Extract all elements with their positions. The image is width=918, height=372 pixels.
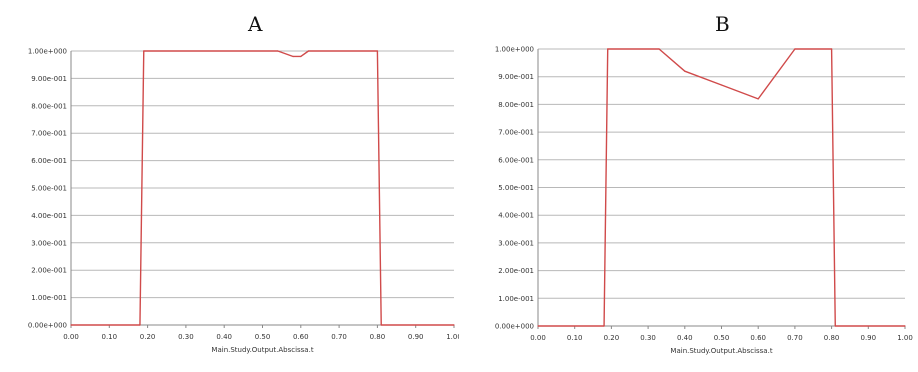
y-tick-label: 5.00e-001 bbox=[31, 185, 67, 193]
data-point bbox=[684, 70, 686, 72]
x-tick-label: 0.80 bbox=[370, 333, 386, 341]
x-tick-label: 0.90 bbox=[861, 334, 877, 342]
data-point bbox=[380, 324, 382, 326]
chart-panel-b: B 0.00e+000 1.00e-001 2.00e-001 3.00e-001 4.… bbox=[459, 0, 918, 372]
data-point bbox=[376, 50, 378, 52]
y-tick-label: 7.00e-001 bbox=[31, 130, 67, 138]
data-point bbox=[307, 50, 310, 52]
y-tick-label: 2.00e-001 bbox=[31, 267, 67, 275]
y-tick-label: 9.00e-001 bbox=[31, 75, 67, 83]
data-point bbox=[658, 48, 660, 50]
x-tick-label: 1.00 bbox=[897, 334, 913, 342]
series-line bbox=[71, 50, 454, 326]
data-point bbox=[292, 55, 294, 58]
x-tick-label: 0.00 bbox=[530, 334, 546, 342]
data-point bbox=[537, 325, 539, 327]
y-tick-label: 6.00e-001 bbox=[31, 157, 67, 165]
y-tick-label: 3.00e-001 bbox=[498, 239, 534, 247]
data-point bbox=[831, 48, 833, 50]
panel-label: A bbox=[248, 12, 263, 36]
chart-a-svg: 0.00e+000 1.00e-001 2.00e-001 3.00e-001 4.00… bbox=[28, 48, 459, 355]
x-tick-label: 0.60 bbox=[750, 334, 766, 342]
x-tick-label: 0.20 bbox=[140, 333, 156, 341]
y-tick-label: 8.00e-001 bbox=[31, 102, 67, 110]
x-tick-label: 0.20 bbox=[604, 334, 620, 342]
x-tick-label: 1.00 bbox=[446, 333, 459, 341]
y-tick-label: 2.00e-001 bbox=[498, 267, 534, 275]
data-point bbox=[453, 324, 455, 326]
data-point bbox=[603, 325, 605, 327]
x-tick-label: 0.70 bbox=[331, 333, 347, 341]
y-tick-label: 7.00e-001 bbox=[498, 129, 534, 137]
x-tick-label: 0.80 bbox=[824, 334, 840, 342]
x-tick-label: 0.40 bbox=[677, 334, 693, 342]
data-point bbox=[757, 98, 759, 100]
y-tick-label: 5.00e-001 bbox=[498, 184, 534, 192]
data-point bbox=[720, 84, 723, 86]
x-tick-label: 0.10 bbox=[102, 333, 118, 341]
data-point bbox=[277, 50, 279, 52]
x-tick-label: 0.70 bbox=[787, 334, 803, 342]
chart-b-svg: 0.00e+000 1.00e-001 2.00e-001 3.00e-001 4.00… bbox=[495, 46, 913, 356]
x-tick-label: 0.50 bbox=[255, 333, 271, 341]
y-tick-label: 1.00e+000 bbox=[495, 46, 534, 54]
x-tick-label: 0.00 bbox=[63, 333, 79, 341]
data-point bbox=[70, 324, 72, 326]
y-tick-label: 9.00e-001 bbox=[498, 73, 534, 81]
x-axis-title: Main.Study.Output.Abscissa.t bbox=[211, 346, 313, 354]
x-tick-label: 0.40 bbox=[216, 333, 232, 341]
data-point bbox=[607, 48, 609, 50]
y-tick-label: 1.00e+000 bbox=[28, 48, 67, 56]
y-tick-label: 8.00e-001 bbox=[498, 101, 534, 109]
y-tick-label: 6.00e-001 bbox=[498, 156, 534, 164]
data-point bbox=[904, 325, 906, 327]
x-tick-label: 0.30 bbox=[178, 333, 194, 341]
x-tick-label: 0.10 bbox=[567, 334, 583, 342]
data-point bbox=[143, 50, 145, 52]
y-tick-label: 0.00e+000 bbox=[495, 323, 534, 331]
x-tick-label: 0.50 bbox=[714, 334, 730, 342]
x-tick-label: 0.60 bbox=[293, 333, 309, 341]
y-tick-label: 0.00e+000 bbox=[28, 322, 67, 330]
y-tick-label: 1.00e-001 bbox=[31, 294, 67, 302]
x-axis-title: Main.Study.Output.Abscissa.t bbox=[670, 347, 772, 355]
y-tick-label: 3.00e-001 bbox=[31, 239, 67, 247]
y-tick-label: 4.00e-001 bbox=[31, 212, 67, 220]
data-point bbox=[834, 325, 836, 327]
x-tick-label: 0.90 bbox=[408, 333, 424, 341]
data-point bbox=[794, 48, 796, 50]
y-tick-label: 1.00e-001 bbox=[498, 295, 534, 303]
x-tick-label: 0.30 bbox=[640, 334, 656, 342]
data-point bbox=[139, 324, 141, 326]
panel-label: B bbox=[715, 12, 730, 36]
data-point bbox=[300, 55, 302, 58]
y-tick-label: 4.00e-001 bbox=[498, 212, 534, 220]
chart-panel-a: A 0.00e+000 1.00e-001 2.00e-001 3.00e-001 4.… bbox=[28, 12, 459, 355]
